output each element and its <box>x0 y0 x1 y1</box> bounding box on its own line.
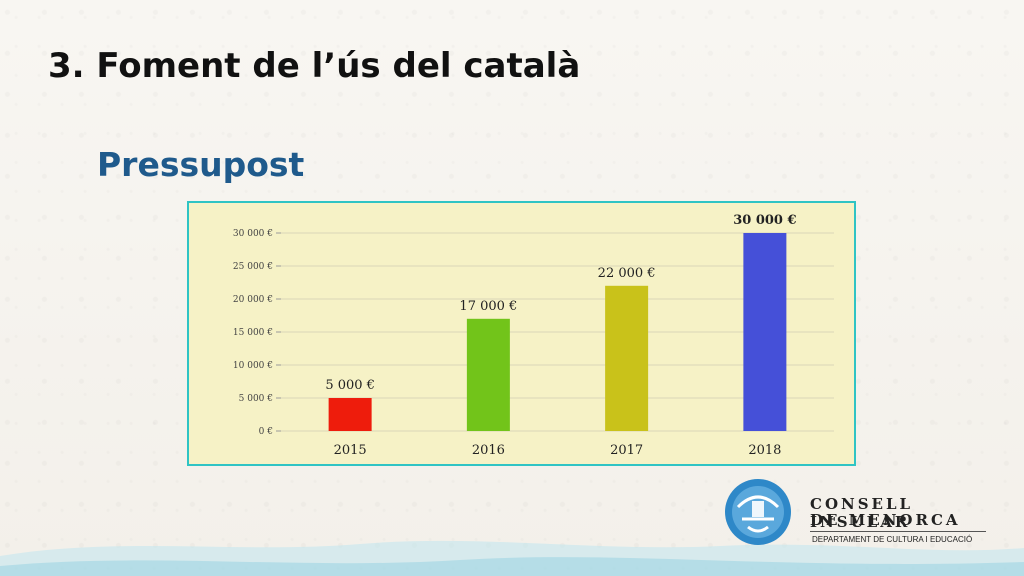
bottom-wave-decoration <box>0 540 1024 576</box>
x-tick-label: 2017 <box>610 443 643 458</box>
logo-divider <box>810 531 986 532</box>
y-tick-label: 15 000 € <box>233 328 273 338</box>
y-tick-label: 25 000 € <box>233 262 273 272</box>
slide-subtitle: Pressupost <box>97 145 305 184</box>
logo-department: DEPARTAMENT DE CULTURA I EDUCACIÓ <box>812 535 973 544</box>
y-tick-label: 5 000 € <box>239 394 273 404</box>
data-label-2018: 30 000 € <box>733 213 796 228</box>
bar-2016 <box>466 318 510 431</box>
bar-2018 <box>743 233 787 431</box>
y-tick-label: 0 € <box>259 427 273 437</box>
data-label-2016: 17 000 € <box>459 299 517 314</box>
logo-text-line2: DE MENORCA <box>810 511 961 529</box>
slide-title: 3. Foment de l’ús del català <box>48 46 581 86</box>
consell-emblem-icon <box>725 479 791 545</box>
x-tick-label: 2016 <box>472 443 505 458</box>
bar-chart-svg: 0 € 5 000 € 10 000 € 15 000 € 20 000 € 25 000… <box>233 213 834 458</box>
x-tick-label: 2015 <box>334 443 367 458</box>
budget-chart: 0 € 5 000 € 10 000 € 15 000 € 20 000 € 25 000… <box>187 201 856 466</box>
y-tick-label: 20 000 € <box>233 295 273 305</box>
logo-text-line1: CONSELL INSULAR <box>810 495 914 531</box>
bar-2017 <box>605 285 649 431</box>
y-tick-label: 30 000 € <box>233 229 273 239</box>
y-tick-label: 10 000 € <box>233 361 273 371</box>
consell-insular-logo: CONSELL INSULAR DE MENORCA DEPARTAMENT D… <box>722 477 986 547</box>
bar-2015 <box>328 398 372 431</box>
data-label-2015: 5 000 € <box>325 378 375 393</box>
data-label-2017: 22 000 € <box>598 266 656 281</box>
x-tick-label: 2018 <box>748 443 781 458</box>
